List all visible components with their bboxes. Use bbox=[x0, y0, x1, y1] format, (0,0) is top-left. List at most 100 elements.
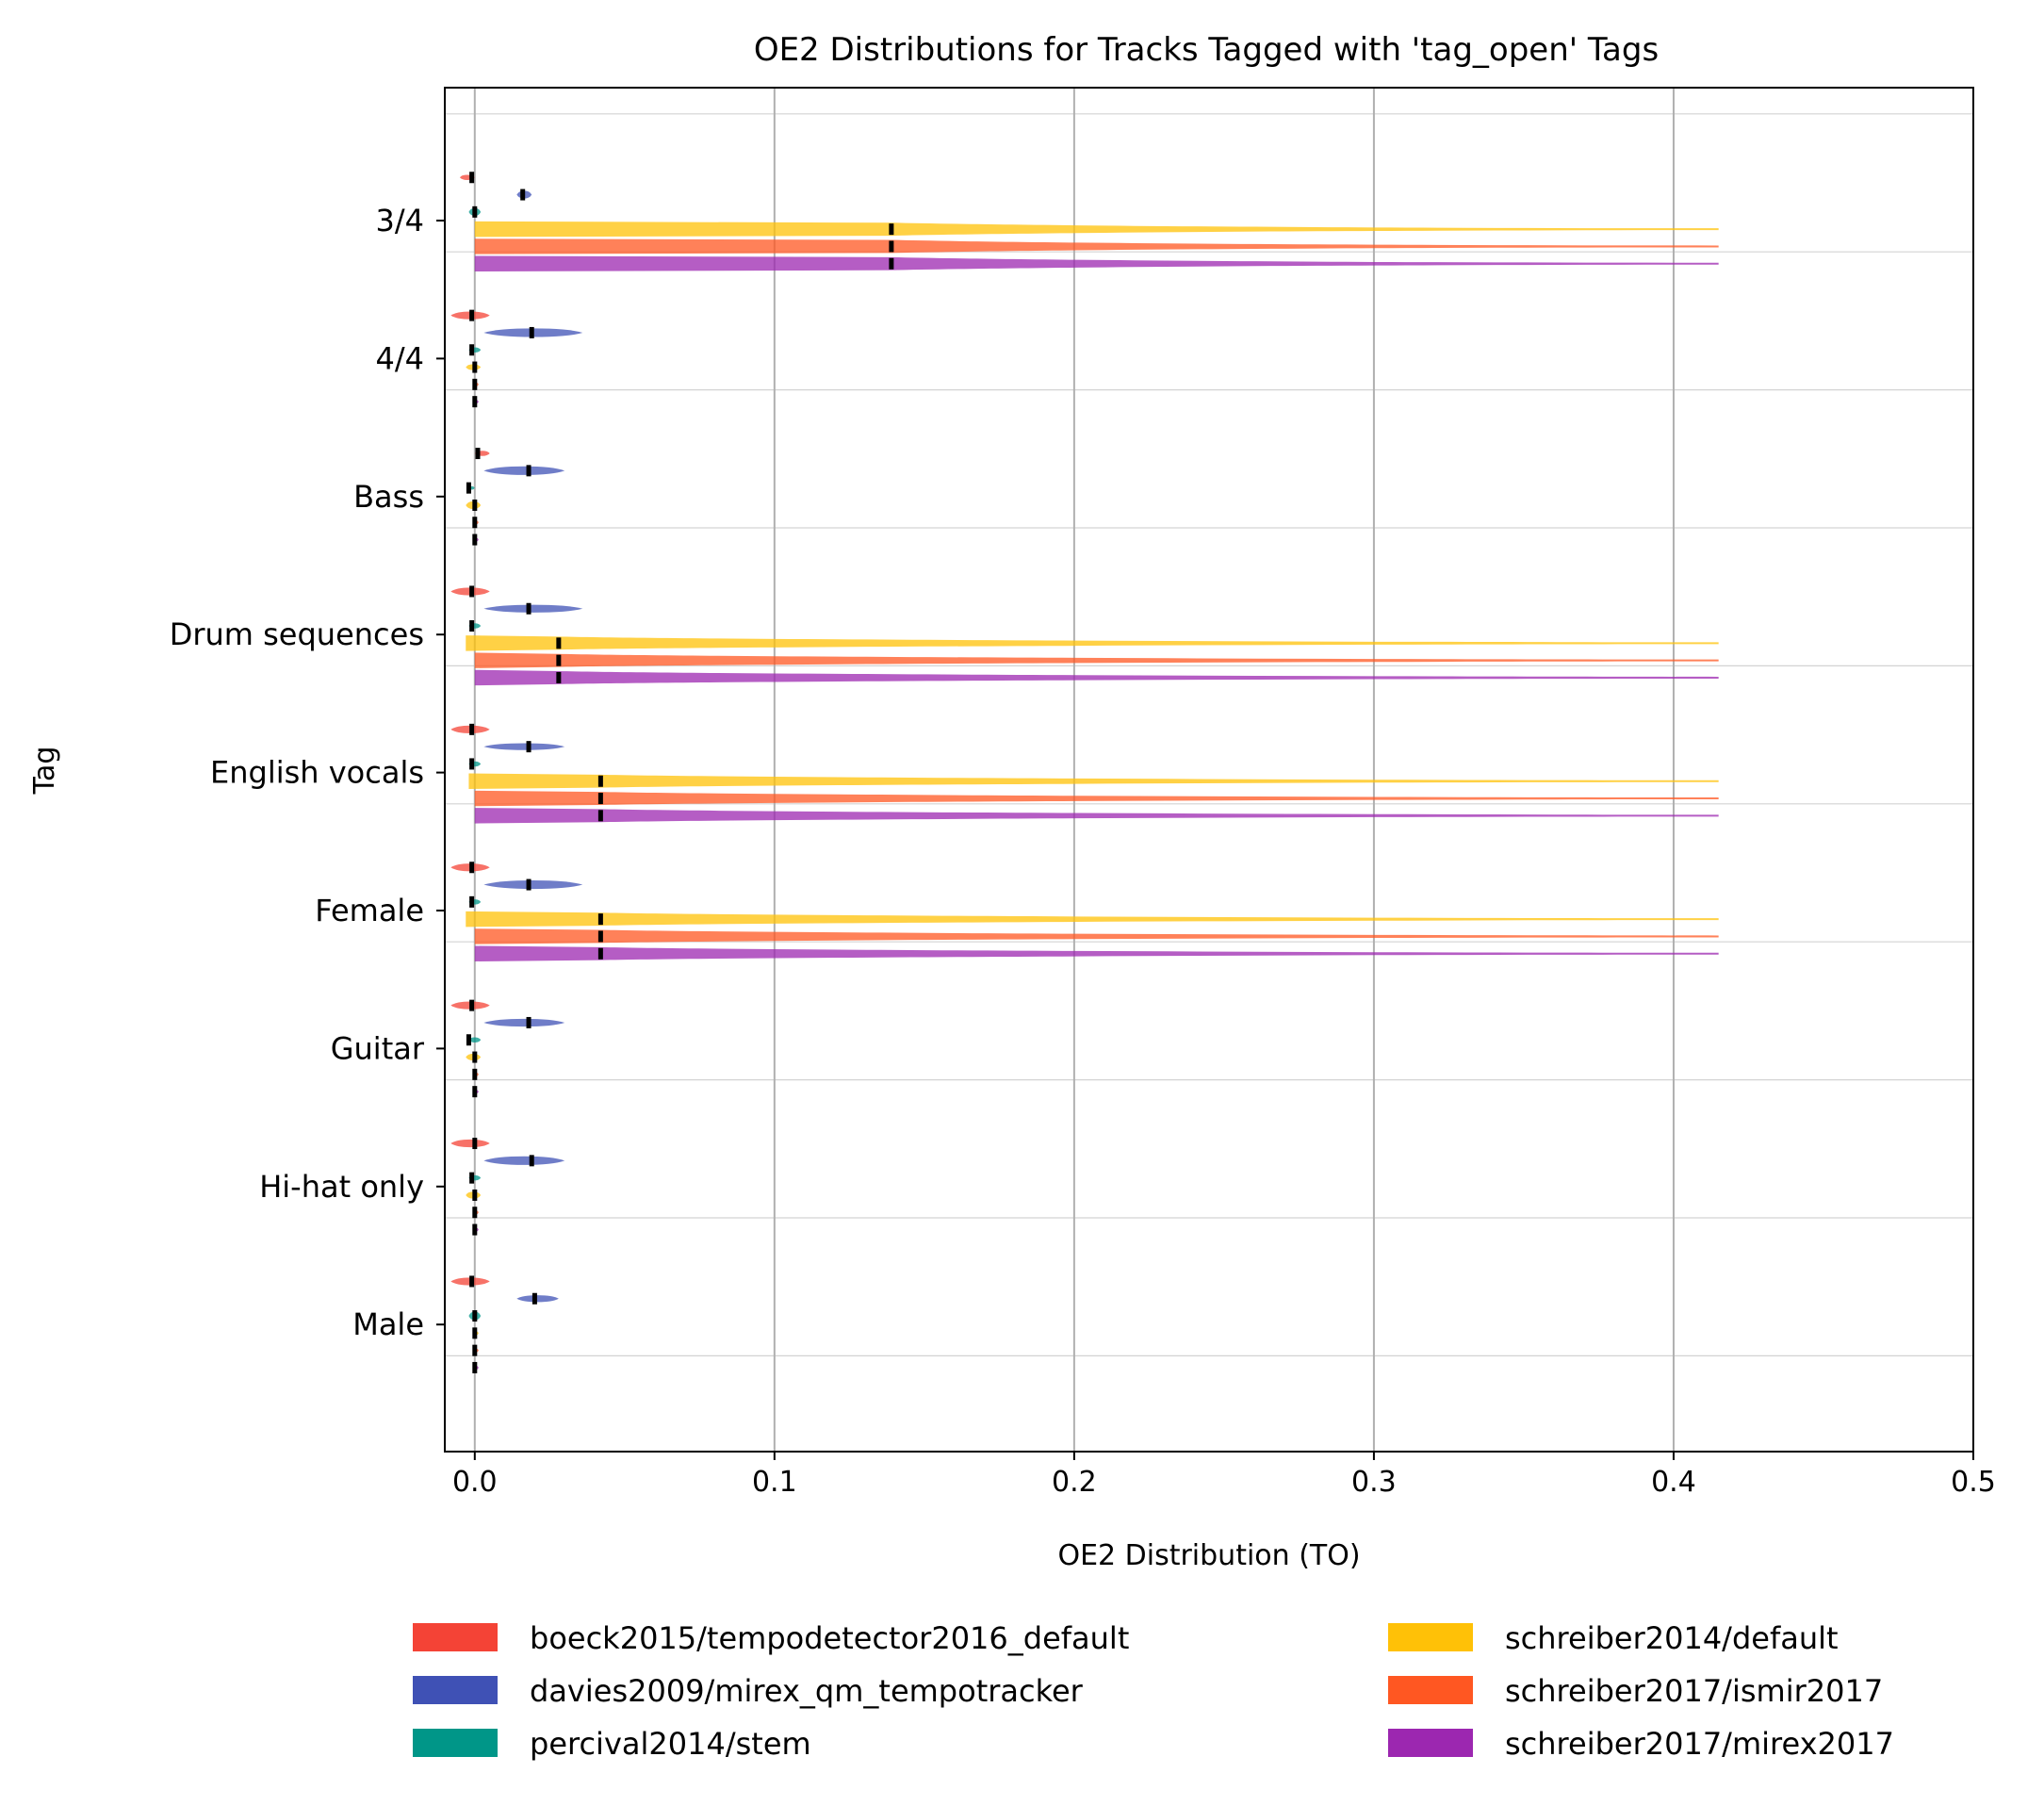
median-marker-0-2 bbox=[475, 448, 481, 460]
legend-label: schreiber2017/mirex2017 bbox=[1505, 1726, 1894, 1762]
y-tick-label: 4/4 bbox=[376, 340, 425, 376]
median-marker-0-5 bbox=[469, 862, 475, 874]
violin-4-0 bbox=[474, 238, 1719, 254]
median-marker-1-4 bbox=[526, 741, 531, 753]
legend-swatch bbox=[413, 1676, 498, 1704]
x-axis-ticks: 0.0 0.1 0.2 0.3 0.4 0.5 bbox=[452, 1452, 1996, 1499]
x-tick-label: 0.3 bbox=[1351, 1466, 1397, 1499]
y-tick-label: 3/4 bbox=[376, 203, 425, 238]
median-marker-1-1 bbox=[529, 326, 534, 338]
violin-5-4 bbox=[474, 808, 1719, 824]
violin-3-0 bbox=[474, 221, 1719, 238]
median-marker-2-4 bbox=[469, 758, 475, 770]
median-marker-3-0 bbox=[889, 223, 894, 236]
y-tick-label: English vocals bbox=[210, 755, 424, 791]
median-marker-5-6 bbox=[472, 1086, 478, 1098]
legend: boeck2015/tempodetector2016_defaultdavie… bbox=[413, 1620, 1894, 1762]
median-marker-1-7 bbox=[529, 1155, 534, 1167]
median-marker-1-0 bbox=[520, 189, 526, 201]
median-marker-3-6 bbox=[472, 1051, 478, 1063]
median-marker-0-3 bbox=[469, 585, 475, 598]
x-tick-label: 0.2 bbox=[1052, 1466, 1097, 1499]
median-marker-1-6 bbox=[526, 1016, 531, 1028]
legend-label: schreiber2014/default bbox=[1505, 1620, 1839, 1656]
legend-swatch bbox=[1388, 1623, 1473, 1651]
median-marker-4-5 bbox=[597, 930, 603, 943]
median-marker-0-6 bbox=[469, 999, 475, 1011]
legend-label: boeck2015/tempodetector2016_default bbox=[530, 1620, 1129, 1656]
violin-1-4 bbox=[483, 743, 565, 750]
legend-label: davies2009/mirex_qm_tempotracker bbox=[530, 1673, 1084, 1709]
median-marker-4-0 bbox=[889, 240, 894, 253]
legend-label: percival2014/stem bbox=[530, 1726, 811, 1762]
violin-1-3 bbox=[483, 604, 583, 613]
violin-3-3 bbox=[466, 635, 1719, 651]
y-tick-label: Male bbox=[352, 1306, 424, 1342]
median-marker-4-4 bbox=[597, 793, 603, 805]
violin-1-8 bbox=[516, 1295, 559, 1303]
median-marker-4-6 bbox=[472, 1068, 478, 1080]
x-tick-label: 0.0 bbox=[452, 1466, 498, 1499]
median-marker-0-1 bbox=[469, 309, 475, 321]
plot-area: 0.0 0.1 0.2 0.3 0.4 0.5 3/4 4/4 Bass Drum sequen… bbox=[170, 87, 1996, 1499]
violin-2-6 bbox=[468, 1037, 482, 1043]
median-marker-0-0 bbox=[469, 172, 475, 184]
median-marker-5-7 bbox=[472, 1223, 478, 1236]
median-marker-5-5 bbox=[597, 947, 603, 960]
median-marker-2-5 bbox=[469, 895, 475, 908]
y-axis-label: Tag bbox=[28, 747, 61, 796]
median-marker-0-4 bbox=[469, 723, 475, 735]
median-marker-0-7 bbox=[472, 1138, 478, 1150]
median-marker-4-7 bbox=[472, 1207, 478, 1219]
median-marker-2-6 bbox=[466, 1034, 471, 1046]
violin-5-0 bbox=[474, 255, 1719, 271]
y-axis-ticks: 3/4 4/4 Bass Drum sequences English vocals Fe… bbox=[170, 203, 445, 1342]
median-marker-1-3 bbox=[526, 602, 531, 615]
violin-1-2 bbox=[483, 466, 565, 475]
y-tick-label: Drum sequences bbox=[170, 616, 424, 652]
median-marker-4-8 bbox=[472, 1344, 478, 1356]
violin-1-7 bbox=[483, 1156, 565, 1165]
median-marker-5-3 bbox=[556, 671, 562, 683]
axes-frame bbox=[444, 87, 1974, 1453]
violin-3-5 bbox=[466, 911, 1719, 928]
median-marker-4-2 bbox=[472, 517, 478, 529]
median-marker-3-7 bbox=[472, 1189, 478, 1201]
median-marker-3-8 bbox=[472, 1327, 478, 1339]
x-axis-label: OE2 Distribution (TO) bbox=[1057, 1539, 1360, 1572]
legend-label: schreiber2017/ismir2017 bbox=[1505, 1673, 1883, 1709]
median-marker-5-1 bbox=[472, 396, 478, 408]
violin-1-6 bbox=[483, 1018, 565, 1027]
violin-5-3 bbox=[474, 669, 1719, 686]
y-tick-label: Bass bbox=[353, 479, 424, 515]
median-marker-3-3 bbox=[556, 637, 562, 649]
median-marker-4-3 bbox=[556, 654, 562, 666]
median-marker-3-1 bbox=[472, 361, 478, 373]
legend-swatch bbox=[413, 1623, 498, 1651]
violin-5-5 bbox=[474, 945, 1719, 961]
median-marker-2-2 bbox=[466, 482, 471, 494]
median-marker-1-2 bbox=[526, 465, 531, 477]
y-tick-label: Guitar bbox=[331, 1030, 425, 1066]
median-marker-5-4 bbox=[597, 810, 603, 822]
median-marker-4-1 bbox=[472, 378, 478, 390]
legend-swatch bbox=[413, 1729, 498, 1757]
median-marker-2-0 bbox=[472, 205, 478, 218]
violin-3-4 bbox=[468, 773, 1719, 789]
x-tick-label: 0.4 bbox=[1651, 1466, 1696, 1499]
median-marker-3-2 bbox=[472, 499, 478, 511]
violin-marks bbox=[450, 172, 1719, 1373]
violin-4-3 bbox=[474, 652, 1719, 668]
violin-0-7 bbox=[450, 1139, 490, 1148]
x-tick-label: 0.5 bbox=[1951, 1466, 1996, 1499]
x-tick-label: 0.1 bbox=[752, 1466, 797, 1499]
violin-4-4 bbox=[474, 790, 1719, 807]
median-marker-5-0 bbox=[889, 257, 894, 270]
median-marker-2-8 bbox=[472, 1310, 478, 1322]
median-marker-5-8 bbox=[472, 1361, 478, 1373]
median-marker-3-5 bbox=[597, 913, 603, 926]
median-marker-2-3 bbox=[469, 620, 475, 632]
violin-4-5 bbox=[474, 928, 1719, 944]
